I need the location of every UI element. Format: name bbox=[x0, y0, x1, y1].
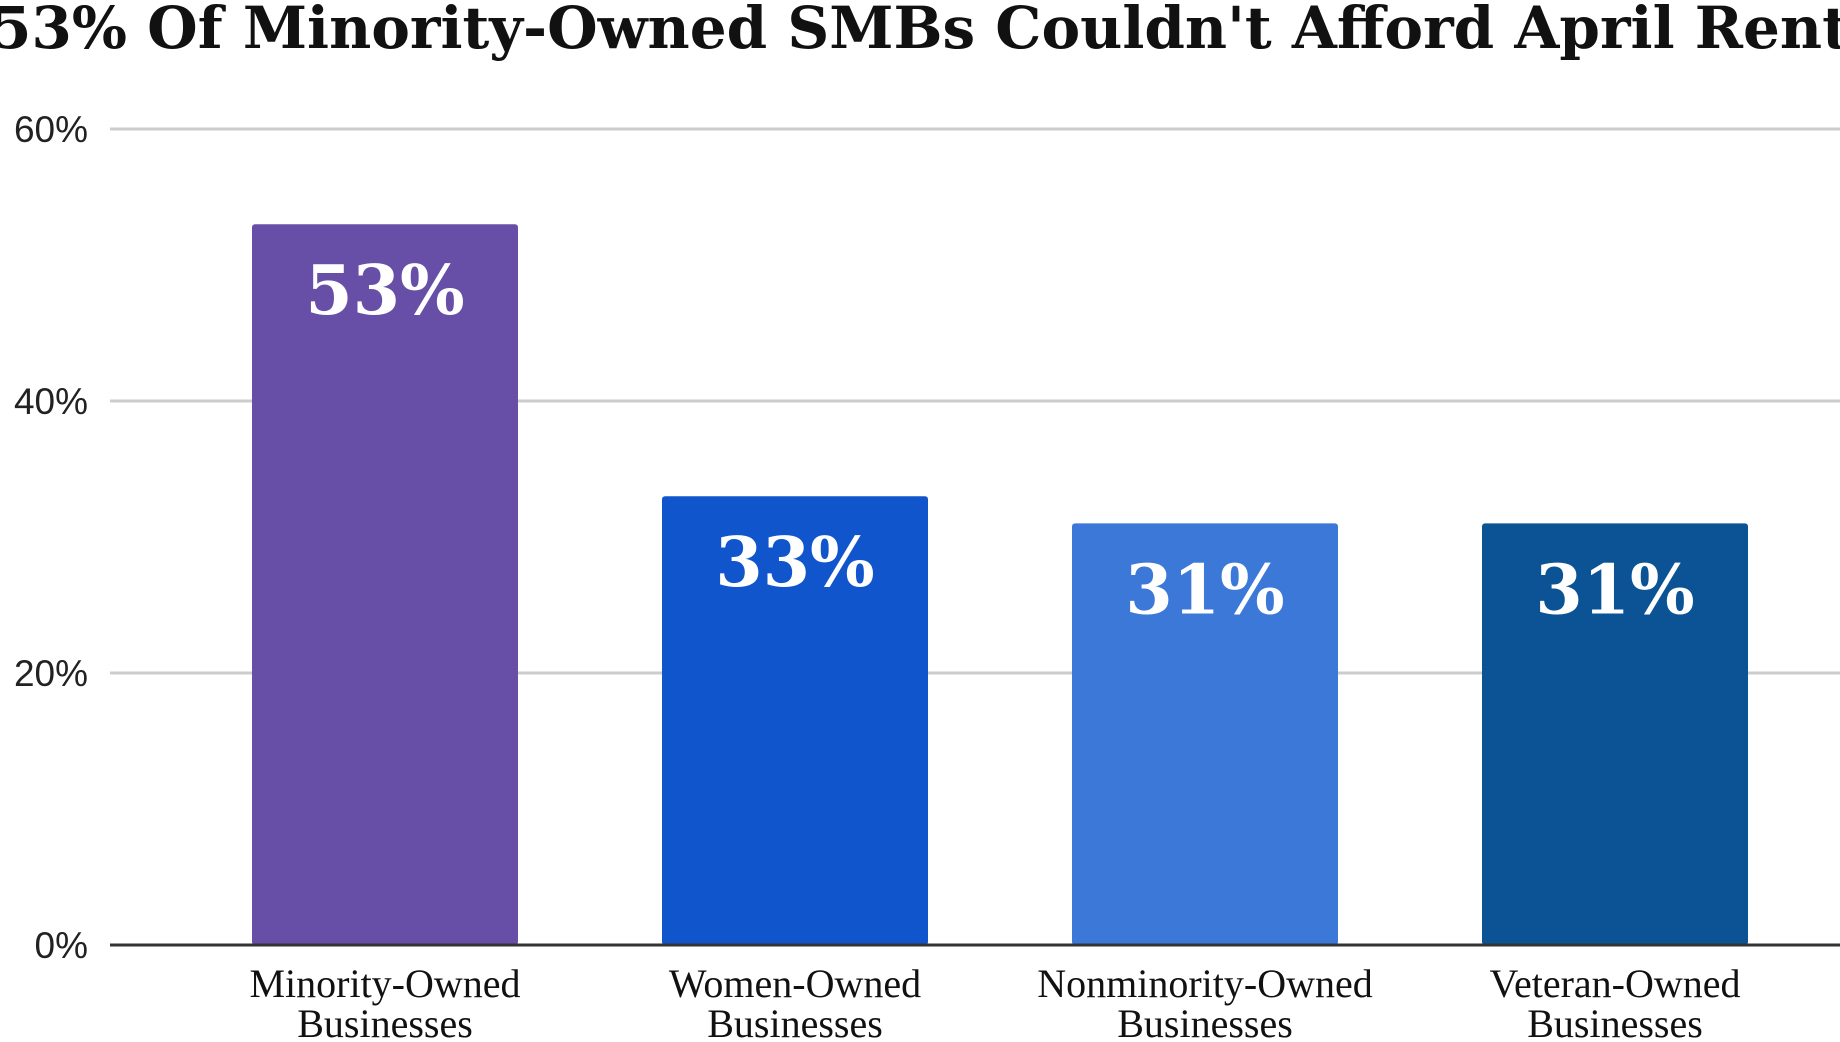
data-label: 53% bbox=[305, 251, 464, 331]
bar bbox=[1072, 523, 1338, 945]
data-label: 31% bbox=[1535, 550, 1694, 630]
data-label: 33% bbox=[715, 523, 874, 603]
x-tick-label-line: Veteran-Owned bbox=[1490, 961, 1741, 1006]
x-tick-label: Minority-Owned Businesses bbox=[249, 961, 520, 1042]
y-tick-label: 40% bbox=[14, 381, 88, 422]
x-tick-label-line: Businesses bbox=[1527, 1001, 1703, 1042]
x-tick-label-line: Businesses bbox=[297, 1001, 473, 1042]
bar bbox=[252, 224, 518, 945]
bar bbox=[1482, 523, 1748, 945]
x-tick-label: Nonminority-Owned Businesses bbox=[1037, 961, 1373, 1042]
chart-title: 53% Of Minority-Owned SMBs Couldn't Affo… bbox=[0, 0, 1840, 62]
x-tick-label: Veteran-Owned Businesses bbox=[1490, 961, 1741, 1042]
data-labels: 53% 33% 31% 31% bbox=[305, 251, 1694, 630]
x-tick-label-line: Women-Owned bbox=[669, 961, 921, 1006]
data-label: 31% bbox=[1125, 550, 1284, 630]
y-tick-label: 60% bbox=[14, 109, 88, 150]
x-tick-label-line: Businesses bbox=[1117, 1001, 1293, 1042]
bar bbox=[662, 496, 928, 945]
y-tick-label: 20% bbox=[14, 653, 88, 694]
x-tick-label-line: Nonminority-Owned bbox=[1037, 961, 1373, 1006]
x-tick-label-line: Businesses bbox=[707, 1001, 883, 1042]
y-axis-tick-labels: 0% 20% 40% 60% bbox=[14, 109, 88, 966]
bars bbox=[252, 224, 1748, 945]
x-tick-label-line: Minority-Owned bbox=[249, 961, 520, 1006]
y-tick-label: 0% bbox=[35, 925, 88, 966]
x-tick-label: Women-Owned Businesses bbox=[669, 961, 921, 1042]
